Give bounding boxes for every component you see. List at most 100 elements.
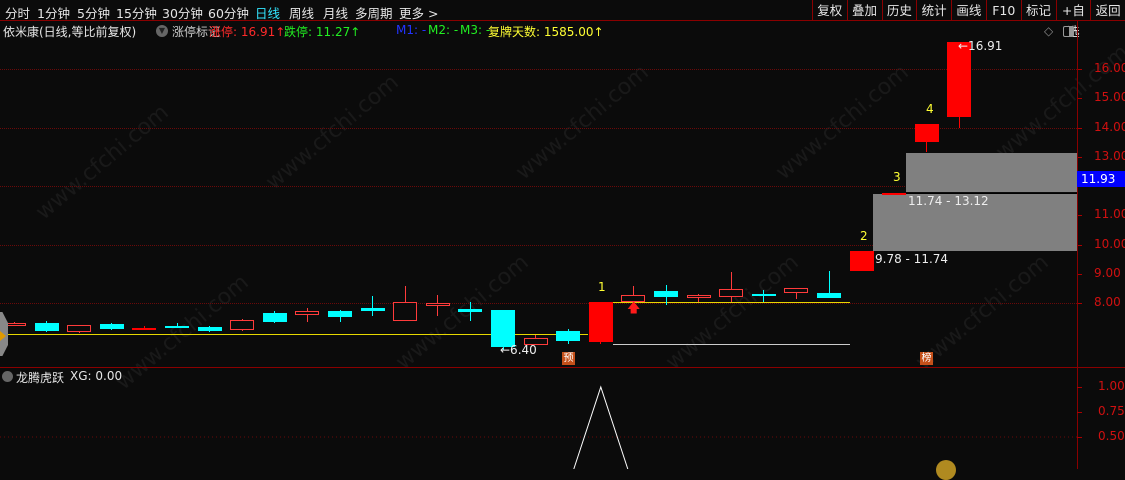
period-tab[interactable]: 15分钟	[116, 6, 157, 21]
toolbar-button[interactable]: 返回	[1090, 0, 1125, 21]
candle-body	[99, 324, 124, 330]
low-price-label: ←6.40	[500, 343, 537, 357]
gap-box	[873, 193, 1077, 251]
sub-axis-label: 1.00	[1098, 379, 1125, 393]
period-tab[interactable]: 60分钟	[208, 6, 249, 21]
streak-count: 4	[926, 102, 934, 116]
toolbar-button[interactable]: +自选	[1055, 0, 1091, 39]
toolbar-button[interactable]: 标记	[1020, 0, 1056, 21]
toolbar-button[interactable]: 画线	[951, 0, 986, 21]
gap-divider	[906, 193, 1077, 195]
candle-body	[295, 310, 320, 315]
watermark: www.cfchi.com	[771, 59, 914, 186]
candle-body	[654, 291, 678, 297]
sub-chart-svg	[0, 385, 1077, 469]
watermark: www.cfchi.com	[31, 99, 174, 226]
axis-label: 9.00	[1094, 265, 1121, 280]
grid-line	[0, 69, 1077, 70]
candle-wick	[698, 293, 700, 303]
axis-label: 15.00	[1094, 90, 1125, 105]
chevron-down-icon[interactable]: ▼	[156, 25, 168, 37]
period-tab[interactable]: 5分钟	[77, 6, 110, 21]
candle-body	[393, 302, 418, 322]
period-tab[interactable]: 1分钟	[37, 6, 70, 21]
yellow-line	[0, 334, 588, 335]
axis-tick	[1077, 156, 1082, 158]
chevron-down-icon[interactable]	[2, 371, 13, 382]
pre-badge: 预	[562, 352, 575, 365]
axis-tick	[1077, 244, 1082, 246]
gap-range-label: 9.78 - 11.74	[875, 252, 949, 266]
sub-axis-label: 0.75	[1098, 404, 1125, 418]
white-line	[613, 344, 850, 345]
gap-box	[906, 152, 1077, 193]
axis-tick	[1077, 215, 1082, 217]
candle-body	[458, 309, 483, 313]
candle-body	[686, 295, 711, 299]
toolbar-button[interactable]: F10	[986, 0, 1021, 21]
limit-down-value: 跌停: 11.27↑	[284, 25, 361, 39]
toolbar-button[interactable]: 叠加	[846, 0, 882, 21]
candle-body	[197, 326, 222, 332]
streak-count: 1	[598, 280, 606, 294]
toolbar: 分时 1分钟 5分钟 15分钟 30分钟 60分钟 日线 周线 月线 多周期 更多 > 复权 叠加 历史统…	[0, 0, 1125, 39]
toolbar-button[interactable]: 统计	[916, 0, 951, 21]
axis-tick	[1077, 412, 1082, 413]
axis-label: 11.00	[1094, 207, 1125, 222]
candle-body	[425, 303, 450, 306]
candle-body	[914, 123, 939, 143]
m2-value: M2: -	[428, 23, 459, 37]
diamond-icon[interactable]: ◇	[1044, 24, 1054, 38]
period-tab[interactable]: 多周期	[355, 6, 393, 21]
stock-title: 依米康(日线,等比前复权)	[3, 25, 137, 39]
candle-body	[328, 310, 352, 318]
period-tab[interactable]: 分时	[5, 6, 31, 21]
candle-body	[132, 327, 157, 330]
toolbar-button[interactable]: 历史	[881, 0, 917, 21]
axis-tick	[1077, 273, 1082, 275]
candle-body	[67, 324, 92, 332]
sub-indicator-title[interactable]: 龙腾虎跃	[16, 371, 65, 385]
period-tab[interactable]: 日线	[255, 6, 281, 21]
streak-count: 2	[860, 229, 868, 243]
watermark: www.cfchi.com	[511, 59, 654, 186]
axis-label: 14.00	[1094, 119, 1125, 134]
candle-wick	[632, 286, 634, 303]
grid-line	[0, 127, 1077, 129]
candle-wick	[763, 290, 765, 303]
axis-tick	[1077, 437, 1082, 438]
candle-wick	[372, 295, 374, 316]
candle-body	[491, 310, 515, 347]
axis-label: 16.00	[1094, 61, 1125, 75]
candle-wick	[730, 271, 732, 303]
candle-wick	[795, 288, 797, 299]
candle-body	[882, 193, 907, 196]
candle-body	[34, 322, 59, 332]
play-triangle-icon[interactable]	[0, 331, 6, 341]
candle-body	[262, 312, 287, 322]
current-price-tag: 11.93	[1077, 171, 1125, 187]
yellow-line	[613, 302, 850, 303]
assistant-icon[interactable]	[936, 460, 956, 480]
panel-toggle-icon[interactable]	[1063, 26, 1074, 37]
period-tab[interactable]: 月线	[323, 6, 349, 21]
period-tab[interactable]: 周线	[289, 6, 315, 21]
indicator-name[interactable]: 涨停标记	[172, 25, 221, 39]
candle-wick	[306, 307, 308, 322]
grid-line	[0, 186, 1077, 187]
axis-tick	[1077, 303, 1082, 304]
axis-label: 10.00	[1094, 236, 1125, 251]
toolbar-button[interactable]: 复权	[812, 0, 847, 21]
watermark: www.cfchi.com	[661, 249, 804, 376]
period-tab[interactable]: 30分钟	[162, 6, 203, 21]
candle-body	[556, 331, 581, 342]
grid-line	[0, 244, 1077, 246]
axis-tick	[1077, 69, 1082, 70]
axis-label: 13.00	[1094, 148, 1125, 163]
candle-body	[621, 295, 646, 303]
candle-wick	[176, 322, 178, 328]
candle-body	[719, 288, 744, 297]
candle-body	[588, 302, 613, 342]
list-badge: 榜	[920, 352, 933, 365]
period-tab[interactable]: 更多 >	[399, 6, 439, 21]
